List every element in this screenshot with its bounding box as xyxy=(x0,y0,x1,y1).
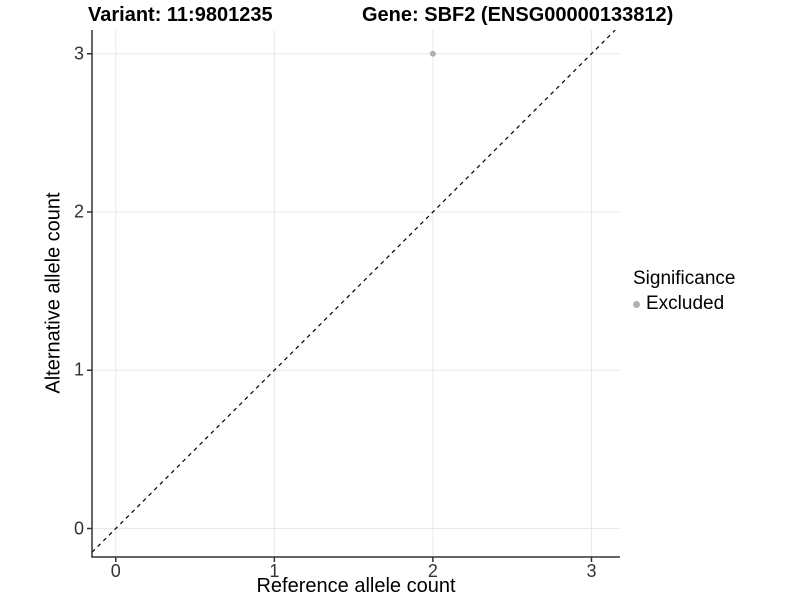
x-tick-label: 1 xyxy=(269,561,280,581)
gene-title: Gene: SBF2 (ENSG00000133812) xyxy=(362,4,674,26)
data-point xyxy=(429,50,436,57)
legend-title: Significance xyxy=(633,268,736,289)
legend-item-excluded: Excluded xyxy=(633,293,735,315)
variant-title: Variant: 11:9801235 xyxy=(88,4,273,26)
legend-point-icon xyxy=(633,300,640,308)
x-tick-label: 0 xyxy=(110,561,121,581)
x-tick-label: 3 xyxy=(586,561,597,581)
x-axis-title: Reference allele count xyxy=(256,575,456,597)
y-tick-label: 0 xyxy=(73,518,84,538)
legend-item-label: Excluded xyxy=(646,293,725,314)
x-tick-label: 2 xyxy=(427,561,438,581)
y-tick-label: 3 xyxy=(73,43,84,64)
y-tick-label: 2 xyxy=(73,201,84,222)
identity-line xyxy=(91,29,616,553)
y-axis-title: Alternative allele count xyxy=(42,192,65,394)
y-tick-label: 1 xyxy=(73,359,84,380)
legend: Significance Excluded xyxy=(633,268,735,315)
